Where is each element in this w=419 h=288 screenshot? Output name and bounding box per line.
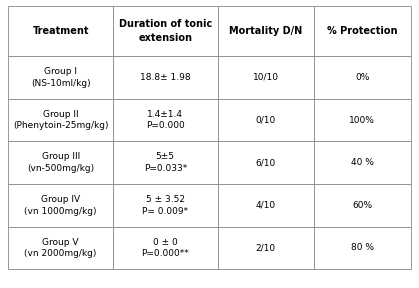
Bar <box>314 6 411 56</box>
Text: Mortality D/N: Mortality D/N <box>229 26 303 36</box>
Bar <box>314 56 411 99</box>
Bar <box>113 141 217 184</box>
Text: Group IV
(vn 1000mg/kg): Group IV (vn 1000mg/kg) <box>24 195 97 216</box>
Bar <box>314 99 411 141</box>
Bar <box>113 227 217 269</box>
Text: 4/10: 4/10 <box>256 201 276 210</box>
Bar <box>217 184 314 227</box>
Bar <box>217 6 314 56</box>
Text: Group I
(NS-10ml/kg): Group I (NS-10ml/kg) <box>31 67 91 88</box>
Bar <box>217 56 314 99</box>
Bar <box>113 6 217 56</box>
Text: 0/10: 0/10 <box>256 115 276 125</box>
Text: 0 ± 0
P=0.000**: 0 ± 0 P=0.000** <box>141 238 189 258</box>
Bar <box>314 141 411 184</box>
Text: Group II
(Phenytoin-25mg/kg): Group II (Phenytoin-25mg/kg) <box>13 110 109 130</box>
Text: 18.8± 1.98: 18.8± 1.98 <box>140 73 191 82</box>
Text: 60%: 60% <box>352 201 372 210</box>
Text: Group V
(vn 2000mg/kg): Group V (vn 2000mg/kg) <box>24 238 97 258</box>
Text: % Protection: % Protection <box>327 26 398 36</box>
Text: Group III
(vn-500mg/kg): Group III (vn-500mg/kg) <box>27 152 94 173</box>
Bar <box>217 99 314 141</box>
Text: 1.4±1.4
P=0.000: 1.4±1.4 P=0.000 <box>146 110 185 130</box>
Text: 6/10: 6/10 <box>256 158 276 167</box>
Text: 80 %: 80 % <box>351 243 374 253</box>
Bar <box>217 141 314 184</box>
Text: 40 %: 40 % <box>351 158 374 167</box>
Text: 5±5
P=0.033*: 5±5 P=0.033* <box>144 152 187 173</box>
Text: 100%: 100% <box>349 115 375 125</box>
Bar <box>314 227 411 269</box>
Text: Duration of tonic
extension: Duration of tonic extension <box>119 19 212 43</box>
Bar <box>8 227 113 269</box>
Text: 5 ± 3.52
P= 0.009*: 5 ± 3.52 P= 0.009* <box>142 195 188 216</box>
Bar <box>217 227 314 269</box>
Bar <box>8 99 113 141</box>
Bar <box>113 56 217 99</box>
Text: Treatment: Treatment <box>32 26 89 36</box>
Bar <box>8 141 113 184</box>
Bar <box>113 99 217 141</box>
Bar <box>8 56 113 99</box>
Bar <box>8 6 113 56</box>
Bar <box>8 184 113 227</box>
Bar <box>314 184 411 227</box>
Text: 0%: 0% <box>355 73 370 82</box>
Text: 2/10: 2/10 <box>256 243 276 253</box>
Bar <box>113 184 217 227</box>
Text: 10/10: 10/10 <box>253 73 279 82</box>
